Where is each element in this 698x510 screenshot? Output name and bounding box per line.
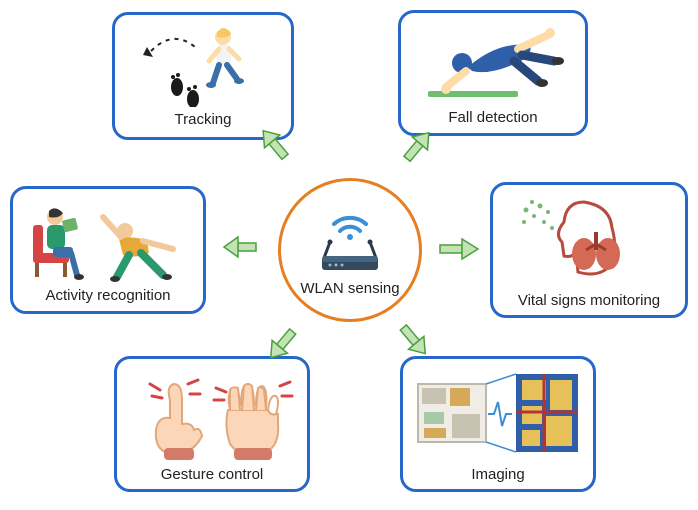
router-icon [310,204,390,276]
gesture-icon [130,366,294,462]
node-vital-signs: Vital signs monitoring [490,182,688,318]
node-label: Imaging [471,466,524,483]
tracking-icon [133,25,273,107]
fall-icon [418,21,568,105]
center-node: WLAN sensing [278,178,422,322]
vital-icon [514,192,664,288]
imaging-icon [412,366,584,462]
activity-icon [23,197,193,283]
arrow-to-vital [432,230,484,268]
node-tracking: Tracking [112,12,294,140]
node-label: Activity recognition [45,287,170,304]
node-imaging: Imaging [400,356,596,492]
node-fall-detection: Fall detection [398,10,588,136]
node-label: Fall detection [448,109,537,126]
node-label: Tracking [175,111,232,128]
arrow-to-activity [218,228,266,266]
node-activity-recognition: Activity recognition [10,186,206,314]
node-label: Gesture control [161,466,264,483]
center-label: WLAN sensing [300,280,399,297]
node-label: Vital signs monitoring [518,292,660,309]
node-gesture-control: Gesture control [114,356,310,492]
